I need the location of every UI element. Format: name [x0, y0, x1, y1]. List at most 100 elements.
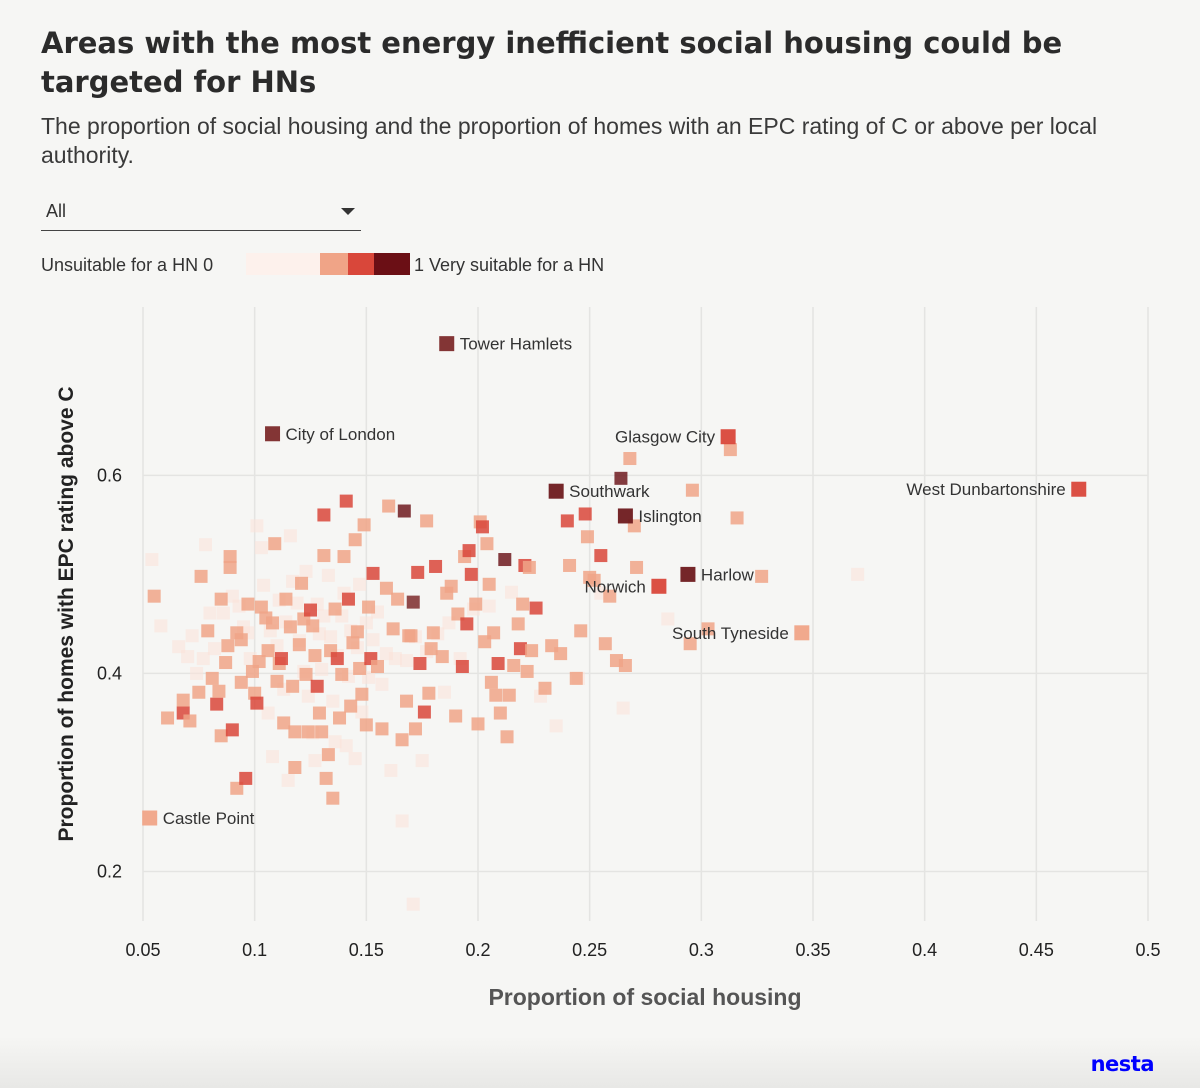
data-point — [469, 597, 483, 611]
data-point — [283, 620, 297, 634]
data-point — [328, 602, 342, 616]
data-point — [245, 664, 259, 678]
data-point — [391, 592, 405, 606]
data-point — [594, 549, 608, 563]
point-label: West Dunbartonshire — [906, 480, 1065, 499]
point-label: Glasgow City — [615, 428, 716, 447]
chart-subtitle: The proportion of social housing and the… — [41, 113, 1098, 168]
data-point — [578, 507, 592, 521]
data-point — [513, 642, 527, 656]
x-tick-label: 0.1 — [242, 940, 267, 960]
labeled-data-point — [680, 566, 696, 582]
data-point-faint — [250, 519, 264, 533]
data-point-faint — [203, 606, 217, 620]
data-point — [395, 733, 409, 747]
legend-swatch-4 — [374, 253, 410, 275]
data-point-faint — [482, 599, 496, 613]
data-point — [308, 649, 322, 663]
point-label: City of London — [286, 425, 396, 444]
data-point-faint — [616, 701, 630, 715]
y-axis-title: Proportion of homes with EPC rating abov… — [55, 386, 78, 841]
data-point-faint — [145, 553, 159, 567]
data-point — [426, 626, 440, 640]
data-point — [444, 579, 458, 593]
chevron-down-icon — [341, 208, 355, 215]
data-point — [598, 637, 612, 651]
data-point — [408, 722, 422, 736]
data-point — [339, 494, 353, 508]
data-point — [248, 686, 262, 700]
data-point — [326, 791, 340, 805]
data-point-faint — [326, 694, 340, 708]
dropdown-selected-value: All — [46, 201, 67, 221]
data-point-faint — [321, 568, 335, 582]
legend-max-label: 1 Very suitable for a HN — [414, 255, 605, 275]
data-point — [317, 549, 331, 563]
data-point — [317, 508, 331, 522]
data-point-faint — [366, 633, 380, 647]
data-point — [480, 537, 494, 551]
data-point — [355, 687, 369, 701]
data-point — [683, 637, 697, 651]
data-point — [319, 771, 333, 785]
data-point — [730, 511, 744, 525]
data-point — [214, 729, 228, 743]
data-point — [176, 693, 190, 707]
data-point-faint — [415, 754, 429, 768]
data-point-faint — [216, 606, 230, 620]
data-point-faint — [355, 705, 369, 719]
data-point — [614, 471, 628, 485]
data-point — [489, 688, 503, 702]
data-point — [221, 639, 235, 653]
data-point — [268, 537, 282, 551]
data-point-faint — [339, 739, 353, 753]
data-point — [362, 600, 376, 614]
data-point — [348, 533, 362, 547]
data-point-faint — [328, 735, 342, 749]
point-label: Norwich — [584, 577, 645, 596]
data-point-faint — [301, 689, 315, 703]
data-point-faint — [406, 897, 420, 911]
y-tick-label: 0.4 — [97, 663, 122, 683]
data-point-faint — [225, 589, 239, 603]
data-point-faint — [290, 596, 304, 610]
data-point — [357, 518, 371, 532]
data-point — [538, 681, 552, 695]
data-point — [404, 629, 418, 643]
area-filter-dropdown[interactable]: All — [41, 196, 361, 231]
data-point — [353, 661, 367, 675]
data-point — [288, 725, 302, 739]
data-point — [274, 652, 288, 666]
labeled-data-point — [439, 336, 455, 352]
point-label: Castle Point — [163, 809, 255, 828]
data-point — [580, 530, 594, 544]
data-point — [335, 667, 349, 681]
data-point-faint — [185, 629, 199, 643]
x-tick-label: 0.35 — [795, 940, 830, 960]
data-point — [241, 597, 255, 611]
data-point — [493, 706, 507, 720]
data-point — [522, 560, 536, 574]
data-point — [424, 642, 438, 656]
data-point-faint — [261, 706, 275, 720]
point-label: Islington — [638, 507, 701, 526]
data-point — [462, 544, 476, 558]
data-point — [464, 567, 478, 581]
data-point — [315, 725, 329, 739]
data-point-faint — [299, 564, 313, 578]
data-point — [366, 566, 380, 580]
point-label: Tower Hamlets — [460, 335, 572, 354]
data-point — [529, 601, 543, 615]
data-point — [406, 595, 420, 609]
data-point-faint — [266, 750, 280, 764]
x-tick-label: 0.05 — [125, 940, 160, 960]
data-point-faint — [348, 752, 362, 766]
data-point — [270, 674, 284, 688]
data-point — [685, 483, 699, 497]
legend-swatch-1 — [246, 253, 320, 275]
data-point — [491, 657, 505, 671]
data-point — [286, 679, 300, 693]
data-point — [455, 659, 469, 673]
data-point — [623, 452, 637, 466]
legend-swatch-3 — [348, 253, 374, 275]
